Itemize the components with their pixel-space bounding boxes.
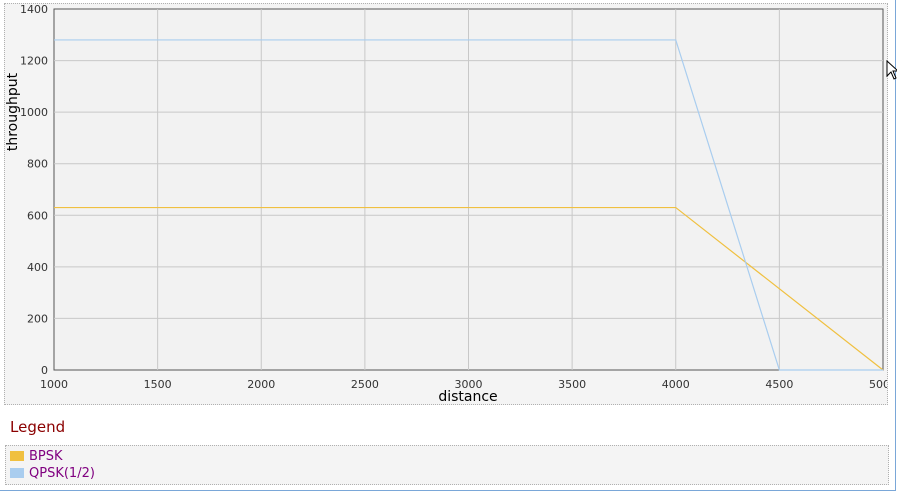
x-tick-label: 4500 (765, 378, 793, 391)
x-tick-label: 4000 (662, 378, 690, 391)
y-tick-label: 800 (27, 158, 48, 171)
y-tick-label: 1200 (20, 55, 48, 68)
series-lines (54, 39, 884, 371)
legend-swatch-qpsk (10, 468, 24, 478)
x-tick-label: 3500 (558, 378, 586, 391)
y-tick-label: 600 (27, 209, 48, 222)
legend: BPSK QPSK(1/2) (5, 445, 889, 485)
x-axis-title: distance (438, 389, 497, 404)
legend-label-bpsk: BPSK (29, 448, 63, 464)
x-tick-label: 1000 (40, 378, 68, 391)
x-tick-label: 3000 (455, 378, 483, 391)
series-line-qpsk (54, 39, 883, 371)
x-tick-label: 1500 (144, 378, 172, 391)
y-tick-label: 400 (27, 261, 48, 274)
series-line-bpsk (54, 206, 884, 371)
y-tick-label: 1400 (20, 4, 48, 16)
legend-title: Legend (10, 418, 66, 436)
y-axis-ticks: 0 200 400 600 800 1000 1200 1400 (20, 4, 48, 377)
y-tick-label: 1000 (20, 106, 48, 119)
legend-item-qpsk: QPSK(1/2) (10, 465, 95, 481)
legend-item-bpsk: BPSK (10, 448, 63, 464)
arrow-cursor-icon (886, 60, 897, 80)
y-axis-title: throughput (5, 72, 21, 151)
x-tick-label: 2500 (351, 378, 379, 391)
x-tick-label: 2000 (247, 378, 275, 391)
legend-swatch-bpsk (10, 451, 24, 461)
grid-lines (54, 9, 883, 370)
legend-label-qpsk: QPSK(1/2) (29, 465, 95, 481)
y-tick-label: 0 (41, 364, 48, 377)
y-tick-label: 200 (27, 312, 48, 325)
